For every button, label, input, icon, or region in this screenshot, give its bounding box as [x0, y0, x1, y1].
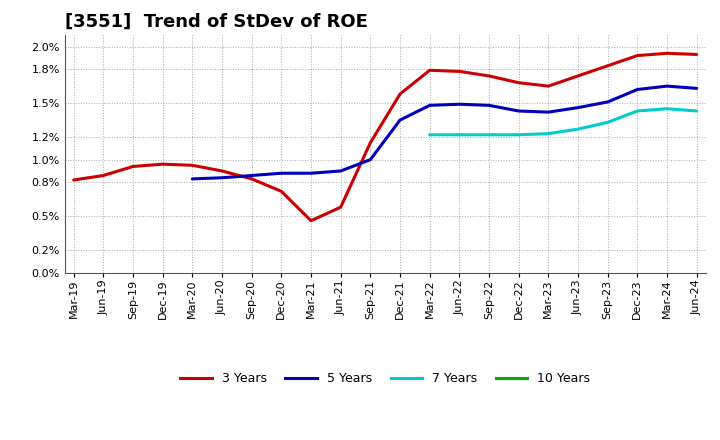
5 Years: [277, 171, 286, 176]
5 Years: [426, 103, 434, 108]
3 Years: [693, 52, 701, 57]
5 Years: [217, 175, 226, 180]
Legend: 3 Years, 5 Years, 7 Years, 10 Years: 3 Years, 5 Years, 7 Years, 10 Years: [176, 367, 595, 390]
5 Years: [248, 173, 256, 178]
7 Years: [693, 108, 701, 114]
7 Years: [485, 132, 493, 137]
5 Years: [455, 102, 464, 107]
3 Years: [336, 205, 345, 210]
5 Years: [336, 169, 345, 174]
5 Years: [366, 157, 374, 162]
3 Years: [396, 92, 405, 97]
3 Years: [662, 51, 671, 56]
7 Years: [574, 126, 582, 132]
5 Years: [188, 176, 197, 182]
Text: [3551]  Trend of StDev of ROE: [3551] Trend of StDev of ROE: [65, 13, 368, 31]
5 Years: [603, 99, 612, 105]
5 Years: [396, 117, 405, 123]
3 Years: [158, 161, 167, 167]
5 Years: [485, 103, 493, 108]
3 Years: [69, 177, 78, 183]
3 Years: [366, 140, 374, 145]
3 Years: [603, 63, 612, 68]
3 Years: [485, 73, 493, 79]
Line: 5 Years: 5 Years: [192, 86, 697, 179]
3 Years: [544, 84, 553, 89]
5 Years: [662, 84, 671, 89]
3 Years: [633, 53, 642, 58]
3 Years: [455, 69, 464, 74]
3 Years: [217, 169, 226, 174]
7 Years: [544, 131, 553, 136]
5 Years: [633, 87, 642, 92]
5 Years: [574, 105, 582, 110]
3 Years: [426, 68, 434, 73]
5 Years: [544, 110, 553, 115]
3 Years: [514, 80, 523, 85]
3 Years: [574, 73, 582, 79]
3 Years: [277, 189, 286, 194]
3 Years: [307, 218, 315, 224]
5 Years: [307, 171, 315, 176]
3 Years: [99, 173, 108, 178]
7 Years: [426, 132, 434, 137]
7 Years: [514, 132, 523, 137]
7 Years: [455, 132, 464, 137]
3 Years: [248, 176, 256, 182]
5 Years: [693, 86, 701, 91]
7 Years: [633, 108, 642, 114]
7 Years: [603, 120, 612, 125]
Line: 7 Years: 7 Years: [430, 109, 697, 135]
Line: 3 Years: 3 Years: [73, 53, 697, 221]
3 Years: [188, 163, 197, 168]
5 Years: [514, 108, 523, 114]
3 Years: [129, 164, 138, 169]
7 Years: [662, 106, 671, 111]
